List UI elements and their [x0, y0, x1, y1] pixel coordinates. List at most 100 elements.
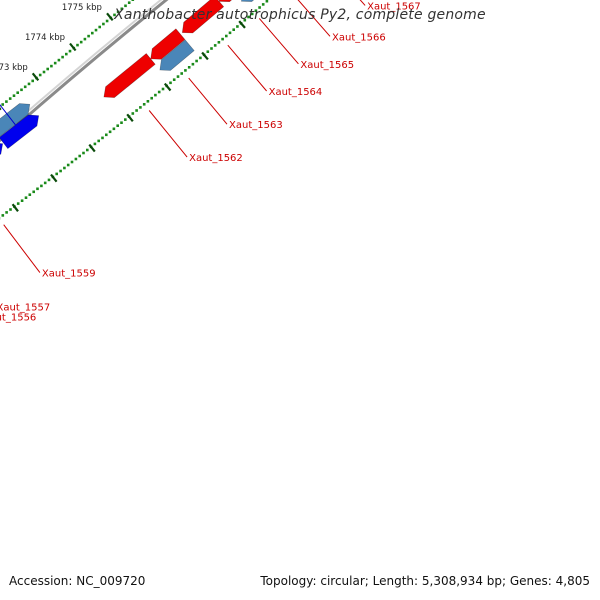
outer-ruler-dot	[154, 93, 157, 97]
outer-ruler-dot	[199, 56, 202, 60]
accession-label: Accession: NC_009720	[9, 574, 146, 588]
outer-ruler-dot	[176, 75, 180, 78]
inner-ruler-dot	[1, 103, 4, 106]
outer-ruler-dot	[43, 181, 47, 185]
outer-ruler-dot	[213, 44, 217, 47]
outer-ruler-dot	[187, 66, 191, 69]
outer-ruler-dot	[32, 190, 35, 194]
inner-ruler-dot	[27, 82, 31, 86]
outer-ruler-dot	[206, 50, 210, 53]
gene-label-leader	[359, 0, 366, 6]
outer-ruler-dot	[86, 148, 89, 152]
inner-ruler-dot	[102, 22, 105, 26]
gene-label-leader	[188, 77, 228, 125]
inner-ruler-dot	[98, 25, 101, 29]
outer-ruler-dot	[195, 59, 198, 63]
outer-ruler-dot	[142, 103, 146, 106]
gene-arrow	[181, 0, 225, 34]
inner-ruler-dot	[76, 43, 79, 47]
outer-ruler-dot	[184, 69, 187, 72]
outer-ruler-dot	[82, 151, 85, 155]
inner-ruler-dot	[113, 13, 116, 17]
outer-ruler-dot	[135, 109, 138, 112]
gene-arrow	[150, 28, 186, 60]
inner-ruler-dot	[87, 34, 90, 38]
outer-ruler-dot	[210, 47, 213, 50]
ruler-tick	[126, 113, 134, 122]
gene-label-leader	[148, 110, 188, 158]
outer-ruler-dot	[236, 25, 239, 28]
gene-label-leader	[0, 104, 16, 126]
outer-ruler-dot	[225, 34, 228, 38]
outer-ruler-dot	[169, 81, 172, 85]
outer-ruler-dot	[74, 157, 78, 161]
inner-ruler-dot	[16, 91, 19, 94]
inner-ruler-dot	[42, 70, 46, 74]
inner-ruler-dot	[46, 67, 49, 71]
inner-ruler-dot	[8, 97, 12, 100]
outer-ruler-dot	[101, 136, 104, 140]
inner-ruler-dot	[31, 79, 34, 83]
outer-ruler-dot	[116, 124, 119, 127]
gene-label: Xaut_1567	[367, 1, 421, 12]
inner-ruler-dot	[116, 10, 120, 14]
gene-arrow	[0, 103, 31, 137]
outer-ruler-dot	[124, 118, 127, 121]
gene-label: Xaut_1563	[229, 120, 283, 131]
ruler-tick	[201, 51, 209, 61]
gene-arrow	[241, 0, 255, 2]
gene-label-leader	[3, 224, 41, 273]
inner-ruler-dot	[53, 61, 57, 65]
outer-ruler-dot	[243, 18, 247, 22]
genome-backbone-shade	[0, 0, 163, 138]
outer-ruler-dot	[131, 112, 135, 115]
inner-ruler-dot	[57, 58, 61, 62]
outer-ruler-dot	[93, 142, 97, 146]
outer-ruler-dot	[250, 12, 254, 16]
outer-ruler-dot	[112, 127, 116, 131]
inner-ruler-dot	[94, 28, 98, 32]
outer-ruler-dot	[228, 31, 232, 35]
inner-ruler-dot	[20, 88, 23, 92]
outer-ruler-dot	[55, 172, 58, 176]
outer-ruler-dot	[108, 130, 112, 134]
gene-label: Xaut_1566	[332, 32, 386, 43]
outer-ruler-dot	[5, 211, 8, 214]
outer-ruler-dot	[146, 100, 150, 103]
outer-ruler-dot	[24, 196, 28, 199]
outer-ruler-dot	[1, 214, 5, 217]
ruler-tick	[163, 82, 172, 92]
inner-ruler-dot	[12, 94, 16, 97]
inner-ruler-dot	[79, 40, 83, 44]
outer-ruler-dot	[120, 121, 123, 124]
inner-ruler-dot	[127, 1, 131, 4]
gene-arrow	[0, 114, 40, 150]
outer-ruler-dot	[258, 6, 261, 9]
outer-ruler-dot	[265, 0, 269, 3]
outer-ruler-dot	[105, 133, 108, 137]
inner-ruler-dot	[91, 31, 94, 35]
gene-label: Xaut_1556	[0, 313, 36, 324]
inner-ruler-dot	[83, 37, 87, 41]
ruler-tick	[88, 143, 96, 153]
inner-ruler-dot	[131, 0, 135, 1]
gene-arrow	[103, 53, 156, 98]
gene-label-leader	[227, 44, 267, 92]
ruler-tick	[31, 72, 40, 81]
outer-ruler-dot	[63, 166, 66, 170]
gene-label: Xaut_1559	[42, 269, 96, 280]
outer-ruler-dot	[66, 163, 70, 167]
genome-title: Xanthobacter autotrophicus Py2, complete…	[114, 7, 486, 23]
inner-ruler-dot	[61, 55, 64, 59]
outer-ruler-dot	[161, 87, 165, 91]
outer-ruler-dot	[254, 9, 258, 12]
gene-arrow	[218, 0, 233, 3]
outer-ruler-dot	[232, 28, 235, 31]
outer-ruler-dot	[157, 90, 161, 94]
inner-ruler-dot	[68, 49, 72, 53]
outer-ruler-dot	[59, 169, 62, 173]
inner-ruler-dot	[38, 73, 42, 77]
ruler-tick-label: 1774 kbp	[25, 33, 65, 43]
genome-backbone	[0, 0, 169, 143]
